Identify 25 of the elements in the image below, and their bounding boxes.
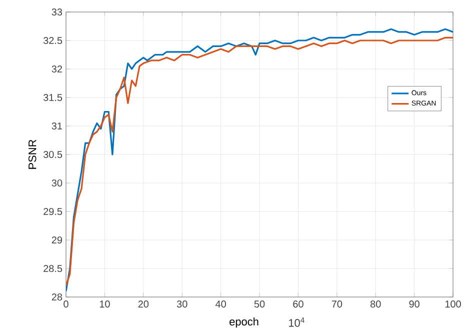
y-tick-label: 31.5 bbox=[43, 94, 62, 102]
y-tick-label: 30 bbox=[52, 179, 62, 187]
y-tick-label: 32 bbox=[52, 65, 62, 73]
y-axis-title: PSNR bbox=[28, 140, 36, 169]
text: 10$^{4}$ bbox=[289, 317, 304, 327]
x-tick-label: 70 bbox=[332, 300, 342, 308]
x-tick-label: 40 bbox=[215, 300, 226, 308]
x-tick-label: 20 bbox=[138, 300, 149, 308]
x-tick-label: 50 bbox=[254, 300, 265, 308]
x-tick-label: 10 bbox=[100, 300, 110, 308]
x-tick-label: 0 bbox=[64, 300, 68, 308]
y-tick-label: 31 bbox=[52, 122, 62, 130]
x-tick-label: 100 bbox=[445, 300, 461, 308]
x-tick-label: 60 bbox=[293, 300, 304, 308]
y-tick-label: 28.5 bbox=[44, 264, 62, 272]
y-tick-label: 30.5 bbox=[43, 150, 62, 158]
y-tick-label: 29 bbox=[52, 236, 62, 244]
x-tick-label: 30 bbox=[176, 300, 188, 308]
y-tick-label: 33 bbox=[52, 8, 62, 16]
x-tick-label: 80 bbox=[370, 300, 381, 308]
y-tick-label: 32.5 bbox=[43, 36, 62, 44]
y-tick-label: 28 bbox=[52, 293, 62, 301]
y-tick-label: 29.5 bbox=[44, 208, 62, 216]
x-axis-title: epoch bbox=[230, 317, 258, 328]
x-tick-label: 90 bbox=[409, 300, 420, 308]
